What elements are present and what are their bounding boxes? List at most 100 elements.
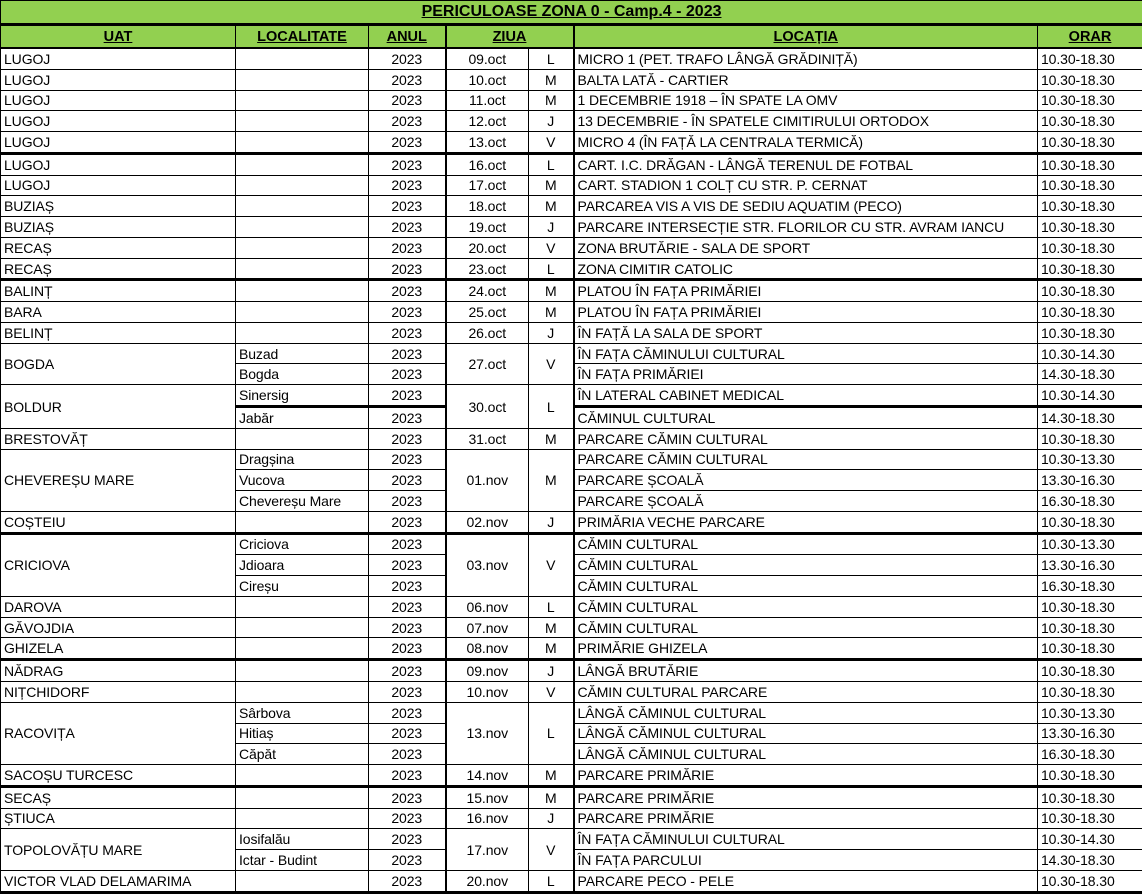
col-header-uat[interactable]: UAT (1, 25, 236, 49)
cell-ziua-day[interactable]: V (529, 533, 574, 596)
cell-localitate[interactable]: Jabăr (236, 407, 369, 429)
cell-locatia[interactable]: ÎN FAȚĂ LA SALA DE SPORT (574, 322, 1038, 343)
cell-orar[interactable]: 10.30-18.30 (1038, 322, 1142, 343)
cell-orar[interactable]: 14.30-18.30 (1038, 364, 1142, 385)
cell-localitate[interactable] (236, 217, 369, 238)
cell-anul[interactable]: 2023 (369, 850, 446, 871)
cell-localitate[interactable]: Chevereșu Mare (236, 491, 369, 512)
cell-localitate[interactable] (236, 237, 369, 258)
cell-ziua-day[interactable]: M (529, 280, 574, 302)
cell-anul[interactable]: 2023 (369, 407, 446, 429)
cell-uat[interactable]: ȘTIUCA (1, 808, 236, 829)
cell-localitate[interactable]: Iosifalău (236, 829, 369, 850)
cell-ziua-day[interactable]: V (529, 132, 574, 154)
cell-uat[interactable]: DAROVA (1, 596, 236, 617)
cell-orar[interactable]: 13.30-16.30 (1038, 723, 1142, 744)
cell-anul[interactable]: 2023 (369, 196, 446, 217)
cell-locatia[interactable]: PRIMĂRIE GHIZELA (574, 638, 1038, 660)
cell-orar[interactable]: 10.30-18.30 (1038, 428, 1142, 449)
cell-ziua-day[interactable]: V (529, 681, 574, 702)
cell-ziua-date[interactable]: 11.oct (446, 90, 529, 111)
cell-ziua-date[interactable]: 10.oct (446, 69, 529, 90)
cell-anul[interactable]: 2023 (369, 596, 446, 617)
cell-uat[interactable]: LUGOJ (1, 111, 236, 132)
cell-orar[interactable]: 10.30-14.30 (1038, 385, 1142, 407)
cell-localitate[interactable]: Buzad (236, 343, 369, 364)
cell-anul[interactable]: 2023 (369, 258, 446, 280)
cell-locatia[interactable]: ÎN FAȚA CĂMINULUI CULTURAL (574, 829, 1038, 850)
cell-anul[interactable]: 2023 (369, 153, 446, 175)
cell-anul[interactable]: 2023 (369, 870, 446, 892)
cell-ziua-day[interactable]: L (529, 596, 574, 617)
cell-uat[interactable]: BOLDUR (1, 385, 236, 429)
cell-uat[interactable]: BOGDA (1, 343, 236, 385)
cell-uat[interactable]: BRESTOVĂȚ (1, 428, 236, 449)
cell-ziua-day[interactable]: J (529, 511, 574, 533)
cell-ziua-day[interactable]: L (529, 258, 574, 280)
cell-ziua-day[interactable]: M (529, 175, 574, 196)
cell-uat[interactable]: BUZIAȘ (1, 196, 236, 217)
cell-locatia[interactable]: PARCARE CĂMIN CULTURAL (574, 449, 1038, 470)
cell-anul[interactable]: 2023 (369, 555, 446, 576)
cell-ziua-day[interactable]: J (529, 808, 574, 829)
cell-anul[interactable]: 2023 (369, 449, 446, 470)
cell-ziua-date[interactable]: 18.oct (446, 196, 529, 217)
cell-locatia[interactable]: CĂMIN CULTURAL PARCARE (574, 681, 1038, 702)
cell-ziua-day[interactable]: J (529, 111, 574, 132)
cell-locatia[interactable]: PARCARE ȘCOALĂ (574, 491, 1038, 512)
cell-orar[interactable]: 13.30-16.30 (1038, 555, 1142, 576)
cell-anul[interactable]: 2023 (369, 808, 446, 829)
cell-orar[interactable]: 10.30-18.30 (1038, 808, 1142, 829)
cell-uat[interactable]: LUGOJ (1, 153, 236, 175)
col-header-localitate[interactable]: LOCALITATE (236, 25, 369, 49)
cell-locatia[interactable]: PARCAREA VIS A VIS DE SEDIU AQUATIM (PEC… (574, 196, 1038, 217)
cell-anul[interactable]: 2023 (369, 533, 446, 555)
cell-orar[interactable]: 10.30-18.30 (1038, 280, 1142, 302)
cell-ziua-day[interactable]: J (529, 217, 574, 238)
cell-locatia[interactable]: PARCARE INTERSECȚIE STR. FLORILOR CU STR… (574, 217, 1038, 238)
cell-locatia[interactable]: PARCARE CĂMIN CULTURAL (574, 428, 1038, 449)
cell-anul[interactable]: 2023 (369, 385, 446, 407)
cell-localitate[interactable]: Sârbova (236, 702, 369, 723)
cell-uat[interactable]: LUGOJ (1, 132, 236, 154)
cell-ziua-day[interactable]: M (529, 196, 574, 217)
cell-orar[interactable]: 10.30-13.30 (1038, 702, 1142, 723)
cell-orar[interactable]: 10.30-18.30 (1038, 48, 1142, 69)
cell-ziua-date[interactable]: 17.nov (446, 829, 529, 871)
cell-anul[interactable]: 2023 (369, 829, 446, 850)
cell-localitate[interactable] (236, 786, 369, 808)
cell-locatia[interactable]: PARCARE PRIMĂRIE (574, 786, 1038, 808)
cell-locatia[interactable]: ZONA CIMITIR CATOLIC (574, 258, 1038, 280)
cell-locatia[interactable]: PLATOU ÎN FAȚA PRIMĂRIEI (574, 280, 1038, 302)
cell-uat[interactable]: CHEVEREȘU MARE (1, 449, 236, 511)
col-header-anul[interactable]: ANUL (369, 25, 446, 49)
cell-ziua-date[interactable]: 09.oct (446, 48, 529, 69)
cell-ziua-date[interactable]: 25.oct (446, 302, 529, 323)
cell-uat[interactable]: BALINȚ (1, 280, 236, 302)
cell-ziua-date[interactable]: 15.nov (446, 786, 529, 808)
cell-anul[interactable]: 2023 (369, 132, 446, 154)
cell-orar[interactable]: 10.30-18.30 (1038, 786, 1142, 808)
cell-localitate[interactable] (236, 617, 369, 638)
cell-anul[interactable]: 2023 (369, 237, 446, 258)
cell-localitate[interactable] (236, 681, 369, 702)
cell-ziua-day[interactable]: V (529, 237, 574, 258)
cell-ziua-day[interactable]: M (529, 617, 574, 638)
cell-uat[interactable]: LUGOJ (1, 90, 236, 111)
cell-localitate[interactable]: Hitiaș (236, 723, 369, 744)
cell-ziua-date[interactable]: 23.oct (446, 258, 529, 280)
cell-anul[interactable]: 2023 (369, 48, 446, 69)
cell-locatia[interactable]: BALTA LATĂ - CARTIER (574, 69, 1038, 90)
cell-locatia[interactable]: ÎN FAȚA CĂMINULUI CULTURAL (574, 343, 1038, 364)
cell-uat[interactable]: LUGOJ (1, 48, 236, 69)
cell-orar[interactable]: 10.30-18.30 (1038, 765, 1142, 787)
cell-locatia[interactable]: PLATOU ÎN FAȚA PRIMĂRIEI (574, 302, 1038, 323)
cell-localitate[interactable]: Bogda (236, 364, 369, 385)
cell-anul[interactable]: 2023 (369, 343, 446, 364)
cell-anul[interactable]: 2023 (369, 765, 446, 787)
cell-locatia[interactable]: CART. I.C. DRĂGAN - LÂNGĂ TERENUL DE FOT… (574, 153, 1038, 175)
cell-ziua-day[interactable]: M (529, 90, 574, 111)
cell-uat[interactable]: VICTOR VLAD DELAMARIMA (1, 870, 236, 892)
cell-locatia[interactable]: PARCARE ȘCOALĂ (574, 470, 1038, 491)
cell-anul[interactable]: 2023 (369, 69, 446, 90)
